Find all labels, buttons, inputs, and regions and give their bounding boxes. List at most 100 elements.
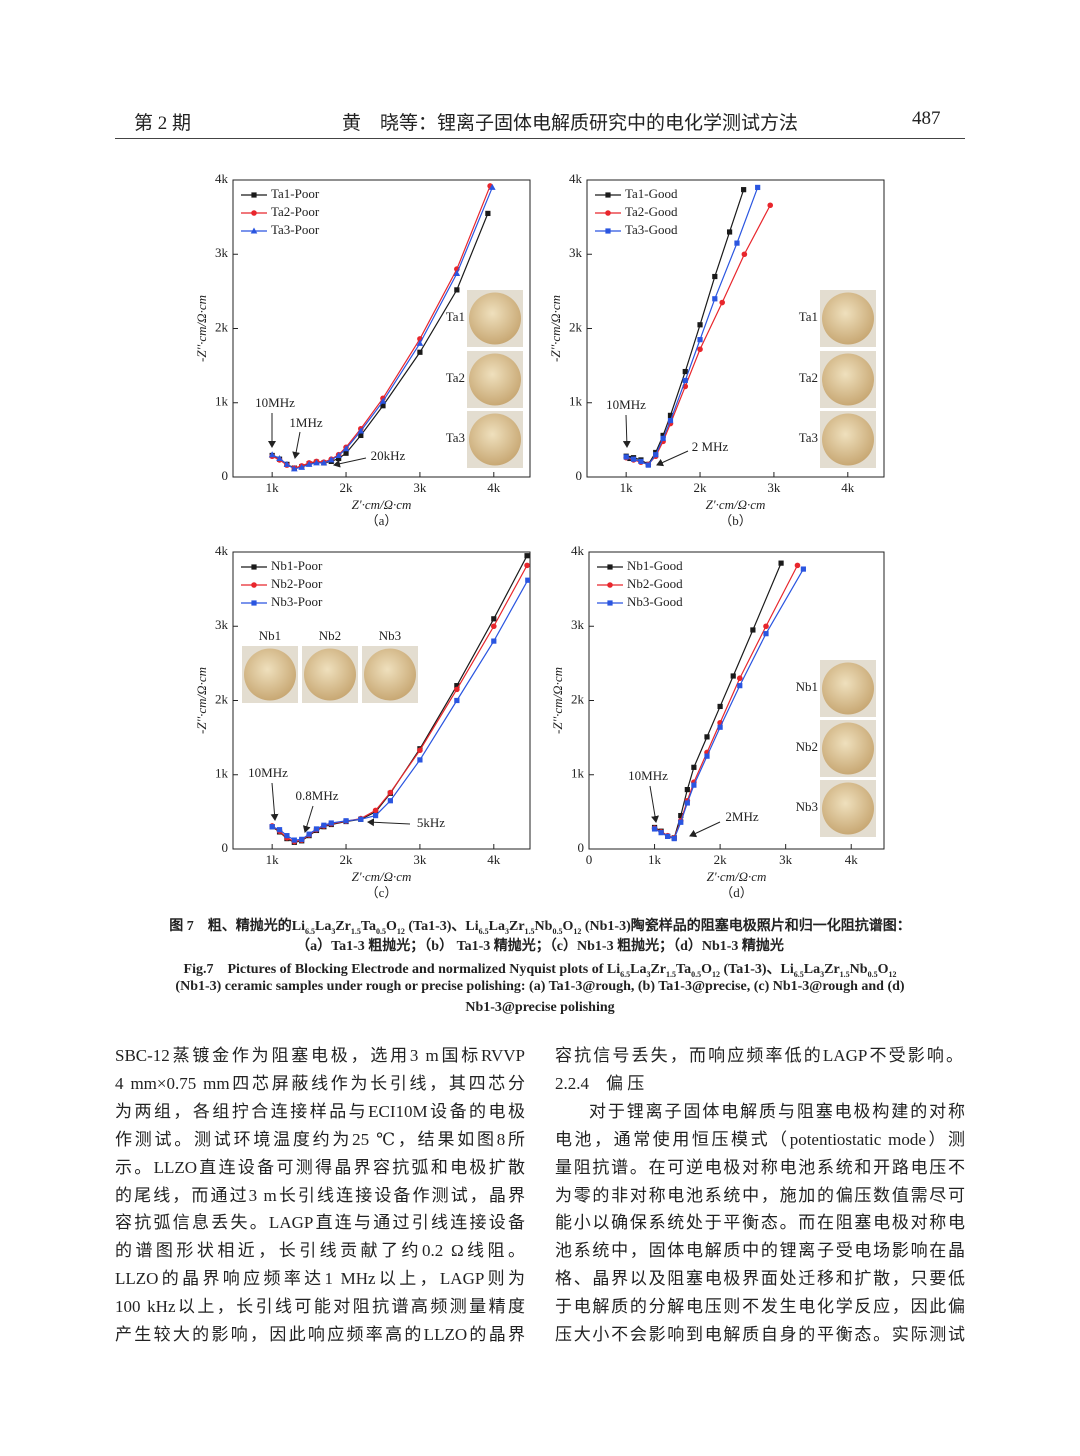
data-point — [726, 229, 733, 235]
annotation-arrow — [622, 414, 631, 448]
data-point — [800, 566, 806, 572]
text-line: 为零的非对称电池系统中，施加的偏压数值需尽可 — [555, 1185, 965, 1205]
photo-label: Ta2 — [446, 370, 465, 385]
data-point — [682, 368, 688, 375]
data-point — [697, 346, 703, 353]
data-point — [454, 686, 460, 693]
y-tick-label: 4k — [569, 171, 583, 186]
subscript: 1.5 — [839, 969, 850, 979]
caption-text: (Nb1-3)陶瓷样品的阻塞电极照片和归一化阻抗谱图： — [581, 919, 911, 934]
y-tick-label: 1k — [571, 766, 585, 781]
annotation: 10MHz — [255, 395, 295, 410]
page-number: 487 — [912, 108, 941, 129]
text-line: 容抗弧信息丢失。LAGP直连与通过引线连接设备 — [115, 1213, 525, 1233]
x-tick-label: 1k — [266, 852, 280, 867]
x-tick-label: 2k — [694, 480, 708, 495]
data-point — [524, 553, 530, 559]
subscript: 12 — [888, 969, 897, 979]
annotation: 10MHz — [628, 768, 668, 783]
y-tick-label: 0 — [222, 840, 229, 855]
data-point — [658, 830, 664, 836]
text-line: LLZO的晶界响应频率达1 MHz以上，LAGP则为 — [115, 1269, 525, 1289]
data-point — [712, 273, 718, 280]
data-point — [778, 560, 784, 566]
text-line: 格、晶界以及阻塞电极界面处迁移和扩散，只要低 — [555, 1269, 965, 1289]
data-point — [454, 697, 460, 704]
y-axis-label: -Z''·cm/Ω·cm — [548, 295, 563, 362]
photo-sample — [364, 648, 416, 701]
data-point — [763, 623, 769, 630]
data-point — [736, 675, 743, 682]
subscript: 6.5 — [793, 969, 804, 979]
y-tick-label: 3k — [215, 245, 229, 260]
data-point — [491, 638, 497, 644]
subscript: 12 — [711, 969, 720, 979]
data-point — [291, 465, 298, 472]
plot-area — [651, 560, 806, 842]
y-tick-label: 0 — [222, 468, 229, 483]
data-point — [284, 833, 290, 839]
annotation: 20kHz — [371, 448, 406, 463]
y-axis-label: -Z''·cm/Ω·cm — [194, 667, 209, 734]
caption-text: (Ta1-3)、Li — [404, 919, 479, 934]
data-point — [704, 753, 710, 759]
annotation-arrow — [367, 818, 411, 827]
data-point — [320, 459, 328, 466]
legend-marker — [250, 227, 258, 234]
text-line: 4 mm×0.75 mm四芯屏蔽线作为长引线，其四芯分 — [115, 1073, 525, 1093]
caption-text: （a）Ta1-3 粗抛光；（b） Ta1-3 精抛光；（c）Nb1-3 粗抛光；… — [296, 939, 784, 954]
text-line: 示。LLZO直连设备可测得晶界容抗弧和电极扩散 — [115, 1157, 525, 1177]
photo-label: Nb3 — [796, 799, 818, 814]
legend-label: Ta1-Poor — [271, 186, 320, 201]
data-point — [717, 724, 723, 730]
data-point — [717, 703, 723, 710]
y-tick-label: 4k — [571, 543, 585, 558]
x-tick-label: 2k — [714, 852, 728, 867]
data-point — [291, 837, 297, 843]
series-line — [625, 204, 771, 466]
data-point — [671, 836, 677, 842]
x-tick-label: 4k — [845, 852, 859, 867]
subscript: 6.5 — [478, 926, 489, 936]
text-line: 能小以确保系统处于平衡态。而在阻塞电极对称电 — [555, 1213, 965, 1233]
legend-marker — [251, 192, 257, 198]
data-point — [524, 562, 530, 569]
subscript: 6.5 — [620, 969, 631, 979]
data-point — [667, 412, 674, 418]
y-tick-label: 2k — [569, 319, 583, 334]
photo-sample — [822, 662, 874, 715]
legend-label: Ta2-Good — [625, 204, 678, 219]
data-point — [525, 577, 530, 583]
legend-label: Ta3-Poor — [271, 222, 320, 237]
data-point — [372, 807, 379, 814]
y-tick-label: 2k — [215, 691, 229, 706]
subplot-label: （d） — [720, 885, 753, 900]
text-line: 池系统中，固体电解质中的锂离子受电场影响在晶 — [555, 1241, 965, 1261]
x-axis-label: Z'·cm/Ω·cm — [352, 497, 412, 512]
x-tick-label: 0 — [586, 852, 593, 867]
data-point — [305, 460, 313, 467]
legend-marker — [251, 564, 257, 570]
data-point — [357, 427, 365, 434]
data-point — [667, 417, 674, 424]
text-line: 量阻抗谱。在可逆电极对称电池系统和开路电压不 — [555, 1157, 965, 1177]
caption-text: O — [385, 919, 397, 934]
data-point — [454, 287, 460, 293]
y-tick-label: 3k — [569, 245, 583, 260]
legend-label: Ta1-Good — [625, 186, 678, 201]
legend-marker — [605, 228, 611, 234]
data-point — [763, 631, 769, 637]
photo-sample — [244, 648, 296, 701]
x-tick-label: 3k — [413, 852, 427, 867]
photo-label: Nb1 — [259, 628, 281, 643]
data-point — [730, 673, 736, 679]
data-point — [750, 627, 756, 633]
caption-text: Zr — [824, 962, 840, 977]
subscript: 3 — [504, 926, 509, 936]
data-point — [416, 339, 424, 346]
legend-marker — [251, 210, 257, 216]
photo-label: Nb2 — [796, 739, 818, 754]
subscript: 0.5 — [552, 926, 563, 936]
data-point — [485, 210, 491, 217]
x-tick-label: 4k — [487, 480, 501, 495]
